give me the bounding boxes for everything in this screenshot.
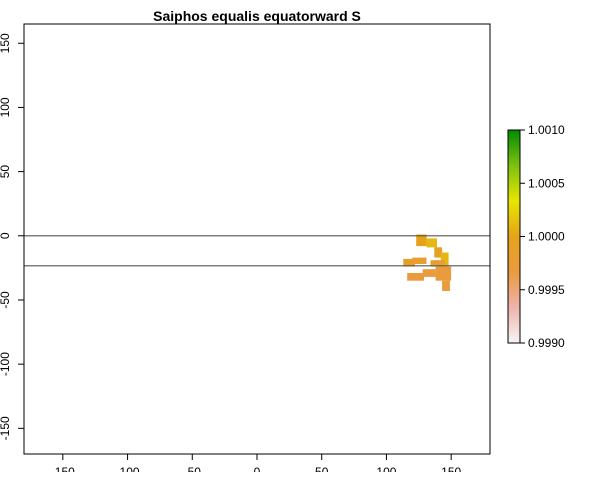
color-legend: 1.0010 1.0005 1.0000 0.9995 0.9990 bbox=[507, 123, 565, 350]
x-tick-label: 100 bbox=[376, 465, 396, 472]
x-tick-label: 50 bbox=[315, 465, 329, 472]
y-tick-label: 150 bbox=[0, 33, 12, 53]
x-tick-label: 0 bbox=[254, 465, 261, 472]
x-tick-label: -50 bbox=[184, 465, 202, 472]
y-axis: 150 100 50 0 -50 -100 -150 bbox=[0, 33, 24, 440]
raster-cell bbox=[442, 280, 450, 291]
reference-lines bbox=[24, 235, 490, 267]
raster-cell bbox=[426, 238, 437, 248]
raster-layer bbox=[403, 234, 452, 291]
legend-tick-label: 1.0000 bbox=[528, 230, 565, 244]
x-tick-label: 150 bbox=[441, 465, 461, 472]
raster-cell bbox=[416, 234, 427, 247]
raster-cell bbox=[435, 266, 452, 281]
y-tick-label: -150 bbox=[0, 416, 12, 440]
x-tick-label: -100 bbox=[116, 465, 140, 472]
legend-tick-label: 0.9990 bbox=[528, 336, 565, 350]
raster-cell bbox=[412, 257, 427, 264]
raster-cell bbox=[403, 258, 415, 267]
raster-cell bbox=[422, 269, 436, 277]
raster-cell bbox=[407, 273, 424, 281]
legend-tick-label: 1.0005 bbox=[528, 176, 565, 190]
y-tick-label: -50 bbox=[0, 291, 12, 309]
raster-cell bbox=[440, 252, 449, 267]
chart-title: Saiphos equalis equatorward S bbox=[153, 8, 361, 24]
x-axis: -150 -100 -50 0 50 100 150 bbox=[51, 454, 461, 477]
y-tick-label: -100 bbox=[0, 352, 12, 376]
y-tick-label: 50 bbox=[0, 165, 12, 179]
raster-cell bbox=[434, 247, 443, 258]
legend-colorbar bbox=[507, 129, 521, 344]
x-tick-label: -150 bbox=[51, 465, 75, 472]
y-tick-label: 0 bbox=[0, 232, 12, 239]
y-tick-label: 100 bbox=[0, 97, 12, 117]
raster-cell bbox=[430, 260, 445, 267]
legend-tick-label: 1.0010 bbox=[528, 123, 565, 137]
legend-tick-label: 0.9995 bbox=[528, 283, 565, 297]
